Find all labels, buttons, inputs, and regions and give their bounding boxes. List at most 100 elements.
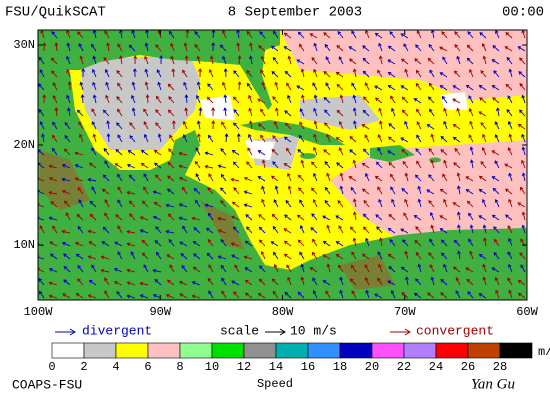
wind-arrow bbox=[155, 174, 162, 182]
wind-arrow bbox=[415, 278, 422, 286]
wind-arrow bbox=[417, 198, 422, 208]
wind-arrow bbox=[521, 159, 526, 169]
wind-arrow bbox=[48, 294, 58, 299]
wind-arrow bbox=[400, 85, 409, 91]
wind-arrow bbox=[323, 71, 331, 78]
wind-arrow bbox=[126, 281, 136, 286]
wind-arrow bbox=[207, 187, 214, 195]
wind-arrow bbox=[220, 148, 227, 156]
wind-arrow bbox=[298, 187, 305, 195]
wind-arrow bbox=[194, 160, 201, 169]
wind-arrow bbox=[39, 225, 45, 234]
wind-arrow bbox=[339, 289, 344, 299]
colorbar-title: Speed bbox=[257, 377, 293, 391]
wind-arrow bbox=[468, 95, 474, 104]
wind-arrow bbox=[325, 82, 331, 91]
wind-arrow bbox=[480, 121, 487, 130]
wind-arrow bbox=[413, 98, 422, 104]
convergent-arrow bbox=[390, 328, 411, 336]
wind-arrow bbox=[273, 264, 279, 273]
wind-arrow bbox=[300, 68, 305, 78]
wind-arrow bbox=[350, 186, 357, 195]
wind-arrow bbox=[106, 120, 111, 130]
colorbar-swatch bbox=[403, 342, 437, 359]
wind-arrow bbox=[313, 94, 318, 104]
wind-arrow bbox=[104, 290, 110, 299]
wind-arrow bbox=[65, 212, 71, 221]
wind-arrow bbox=[257, 150, 266, 156]
wind-arrow bbox=[466, 44, 474, 52]
wind-arrow bbox=[400, 137, 409, 143]
wind-arrow bbox=[61, 229, 71, 234]
wind-arrow bbox=[404, 250, 409, 260]
wind-arrow bbox=[191, 281, 201, 286]
wind-arrow bbox=[116, 291, 123, 299]
wind-arrow bbox=[258, 45, 266, 52]
wind-arrow bbox=[81, 68, 86, 78]
wind-arrow bbox=[455, 290, 461, 299]
wind-arrow bbox=[155, 109, 162, 117]
wind-arrow bbox=[153, 149, 162, 156]
wind-arrow bbox=[271, 148, 279, 156]
wind-arrow bbox=[166, 254, 175, 260]
wind-arrow bbox=[87, 229, 97, 234]
wind-arrow bbox=[335, 71, 344, 78]
wind-arrow bbox=[336, 109, 344, 117]
wind-arrow bbox=[258, 214, 266, 221]
wind-arrow bbox=[116, 96, 123, 104]
wind-arrow bbox=[284, 214, 292, 221]
wind-arrow bbox=[428, 147, 435, 156]
wind-arrow bbox=[496, 107, 500, 117]
wind-arrow bbox=[374, 32, 383, 39]
wind-arrow bbox=[299, 224, 305, 234]
wind-arrow bbox=[61, 164, 71, 169]
wind-arrow bbox=[156, 69, 162, 78]
wind-arrow bbox=[349, 58, 357, 65]
wind-arrow bbox=[479, 97, 487, 104]
wind-arrow bbox=[272, 225, 279, 234]
wind-arrow bbox=[482, 276, 487, 286]
wind-arrow bbox=[284, 70, 292, 78]
wind-arrow bbox=[310, 187, 318, 195]
wind-arrow bbox=[339, 185, 344, 195]
wind-arrow bbox=[63, 279, 71, 286]
colorbar-tick-label: 2 bbox=[80, 360, 87, 374]
colorbar-tick-label: 22 bbox=[397, 360, 411, 374]
wind-arrow bbox=[313, 42, 318, 52]
wind-arrow bbox=[230, 177, 240, 182]
wind-arrow bbox=[167, 175, 175, 182]
wind-arrow bbox=[170, 55, 175, 65]
wind-arrow bbox=[504, 46, 513, 52]
wind-arrow bbox=[322, 240, 331, 247]
wind-arrow bbox=[415, 44, 422, 52]
wind-arrow bbox=[430, 224, 435, 234]
wind-arrow bbox=[51, 147, 58, 156]
wind-arrow bbox=[155, 122, 162, 130]
wind-arrow bbox=[415, 148, 422, 156]
wind-arrow bbox=[207, 83, 214, 91]
wind-arrow bbox=[465, 84, 474, 91]
wind-arrow bbox=[76, 213, 84, 221]
wind-arrow bbox=[130, 251, 136, 260]
wind-arrow bbox=[243, 190, 253, 195]
wind-arrow bbox=[129, 135, 136, 143]
wind-arrow bbox=[507, 251, 513, 260]
wind-arrow bbox=[296, 85, 305, 91]
wind-arrow bbox=[391, 198, 396, 208]
wind-arrow bbox=[452, 85, 461, 91]
wind-arrow bbox=[80, 94, 85, 104]
colorbar-swatch bbox=[115, 342, 149, 359]
wind-arrow bbox=[491, 85, 500, 91]
wind-arrow bbox=[313, 133, 318, 143]
wind-arrow bbox=[390, 95, 396, 104]
wind-arrow bbox=[521, 224, 526, 234]
wind-arrow bbox=[272, 56, 279, 65]
wind-arrow bbox=[79, 55, 84, 65]
wind-arrow bbox=[140, 149, 149, 156]
wind-arrow bbox=[91, 121, 97, 130]
wind-arrow bbox=[208, 134, 214, 143]
wind-arrow bbox=[478, 253, 487, 260]
wind-arrow bbox=[362, 57, 370, 65]
wind-arrow bbox=[283, 32, 292, 39]
wind-arrow bbox=[441, 239, 448, 247]
